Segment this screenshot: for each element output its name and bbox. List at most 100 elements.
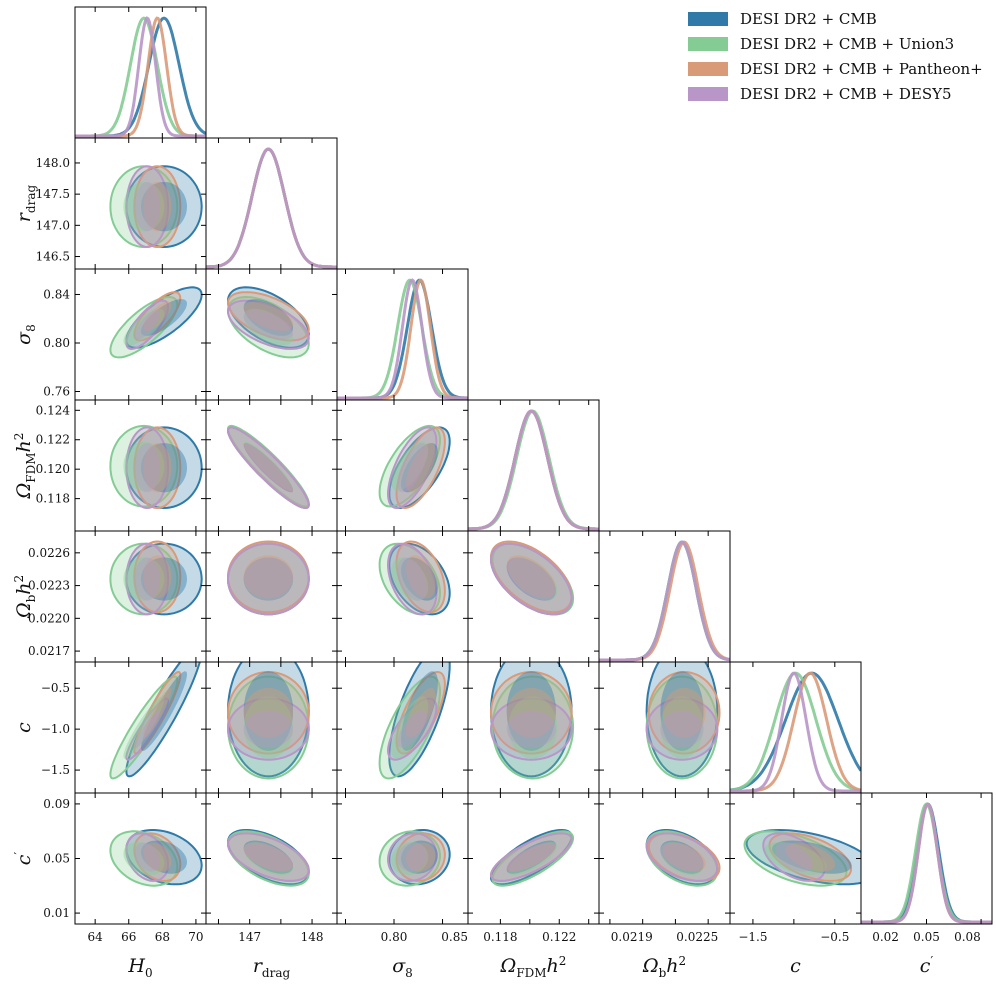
x-tick-label: 0.0225 [676, 930, 718, 944]
x-tick-label: −0.5 [820, 930, 849, 944]
contour-desi-dr2-cmb-pantheon- [662, 842, 706, 872]
y-axis-label-rdrag: rdrag [13, 185, 38, 223]
marginal-desi-dr2-cmb-desy5 [468, 409, 599, 531]
contour-desi-dr2-cmb-desy5 [125, 165, 170, 249]
contour-desi-dr2-cmb-desy5 [226, 426, 310, 509]
contour-desi-dr2-cmb-pantheon- [243, 842, 293, 872]
contour-desi-dr2-cmb-pantheon- [405, 687, 436, 738]
contour-desi-dr2-cmb-union3 [109, 424, 179, 508]
x-tick-label: 64 [88, 930, 104, 944]
x-tick-label: 147 [238, 930, 261, 944]
legend-swatch [688, 86, 728, 101]
contour-desi-dr2-cmb-pantheon- [395, 540, 446, 614]
contour-desi-dr2-cmb [401, 671, 438, 751]
x-tick-label: 0.0219 [611, 930, 653, 944]
contour-panel [109, 424, 203, 510]
y-axis-label-cprime: c′ [12, 852, 35, 866]
contour-desi-dr2-cmb [506, 671, 556, 751]
contour-desi-dr2-cmb-desy5 [134, 443, 160, 493]
contour-desi-dr2-cmb-desy5 [762, 832, 826, 882]
marginal-desi-dr2-cmb-pantheon- [75, 16, 206, 138]
contour-desi-dr2-cmb [243, 840, 293, 874]
x-axis-label-cprime: c′ [920, 954, 934, 977]
contour-desi-dr2-cmb-pantheon- [143, 182, 172, 232]
marginal-desi-dr2-cmb [206, 147, 337, 269]
contour-desi-dr2-cmb-desy5 [125, 832, 170, 882]
contour-desi-dr2-cmb-pantheon- [133, 165, 182, 249]
contour-desi-dr2-cmb-union3 [243, 696, 293, 759]
contour-panel [109, 662, 201, 780]
marginal-desi-dr2-cmb-union3 [206, 147, 337, 269]
contour-desi-dr2-cmb [401, 557, 438, 601]
contour-desi-dr2-cmb-pantheon- [768, 832, 853, 882]
contour-desi-dr2-cmb-pantheon- [226, 291, 310, 342]
contour-desi-dr2-cmb-desy5 [243, 557, 293, 601]
contour-desi-dr2-cmb-desy5 [226, 299, 310, 350]
contour-desi-dr2-cmb-pantheon- [506, 555, 556, 599]
contour-desi-dr2-cmb-union3 [109, 542, 179, 616]
contour-panel [378, 829, 451, 887]
y-tick-label: 0.122 [36, 433, 70, 447]
contour-desi-dr2-cmb-desy5 [134, 842, 160, 872]
contour-desi-dr2-cmb-desy5 [226, 697, 310, 761]
contour-desi-dr2-cmb-desy5 [489, 832, 573, 882]
legend-swatch [688, 11, 728, 26]
contour-desi-dr2-cmb-pantheon- [133, 540, 182, 614]
contour-desi-dr2-cmb-desy5 [386, 542, 438, 616]
y-tick-label: 146.5 [36, 250, 70, 264]
contour-desi-dr2-cmb-pantheon- [143, 443, 172, 493]
marginal-panel [861, 802, 992, 924]
x-tick-label: 68 [155, 930, 170, 944]
marginal-desi-dr2-cmb-union3 [861, 802, 992, 924]
contour-panel [743, 828, 861, 887]
contour-desi-dr2-cmb [401, 840, 438, 874]
x-axis-label-omb: Ωbh2 [642, 954, 686, 980]
marginal-panel [337, 278, 468, 400]
contour-desi-dr2-cmb-union3 [764, 841, 827, 876]
contour-panel [378, 540, 451, 616]
x-axis-label-c: c [790, 955, 801, 977]
contour-desi-dr2-cmb-pantheon- [143, 842, 172, 872]
contour-desi-dr2-cmb-desy5 [506, 557, 556, 601]
contour-desi-dr2-cmb-pantheon- [243, 443, 293, 493]
marginal-desi-dr2-cmb [730, 671, 861, 792]
marginal-panel [599, 540, 730, 662]
contour-desi-dr2-cmb [141, 182, 187, 232]
contour-desi-dr2-cmb-pantheon- [133, 426, 182, 510]
x-axis-label-rdrag: rdrag [253, 955, 291, 980]
x-tick-label: 0.05 [913, 930, 940, 944]
contour-desi-dr2-cmb-union3 [109, 165, 179, 249]
marginal-panel [206, 147, 337, 269]
y-tick-label: −1.5 [41, 763, 70, 777]
contour-desi-dr2-cmb-desy5 [386, 426, 438, 510]
contour-desi-dr2-cmb-union3 [660, 696, 704, 759]
x-axis-label-sigma8: σ8 [392, 955, 413, 980]
contour-desi-dr2-cmb-pantheon- [226, 670, 310, 755]
marginal-desi-dr2-cmb-desy5 [337, 278, 468, 400]
contour-desi-dr2-cmb-desy5 [397, 557, 427, 601]
marginal-desi-dr2-cmb-desy5 [599, 540, 730, 662]
contour-desi-dr2-cmb-desy5 [660, 710, 704, 748]
contour-desi-dr2-cmb-desy5 [134, 182, 160, 232]
contour-desi-dr2-cmb [645, 662, 719, 778]
marginal-desi-dr2-cmb-desy5 [861, 802, 992, 924]
contour-desi-dr2-cmb-desy5 [134, 310, 160, 340]
x-axis-label-omfdm: ΩFDMh2 [500, 954, 567, 980]
x-tick-label: 66 [121, 930, 136, 944]
contour-desi-dr2-cmb-pantheon- [143, 555, 172, 599]
y-axis-label-omfdm: ΩFDMh2 [12, 433, 38, 500]
contour-desi-dr2-cmb-pantheon- [143, 687, 172, 738]
contour-panel [489, 829, 575, 887]
y-tick-label: 0.118 [36, 492, 70, 506]
contour-panel [109, 165, 203, 249]
y-tick-label: 0.0220 [28, 611, 70, 625]
y-tick-label: 0.09 [43, 797, 70, 811]
contour-desi-dr2-cmb-desy5 [506, 710, 556, 748]
contour-desi-dr2-cmb [772, 840, 852, 874]
contour-desi-dr2-cmb [506, 840, 556, 874]
legend-item: DESI DR2 + CMB + Pantheon+ [688, 56, 983, 81]
contour-desi-dr2-cmb-union3 [391, 441, 429, 491]
y-axis-label-sigma8: σ8 [13, 324, 38, 345]
contour-desi-dr2-cmb [141, 840, 187, 874]
contour-desi-dr2-cmb-union3 [508, 841, 558, 876]
